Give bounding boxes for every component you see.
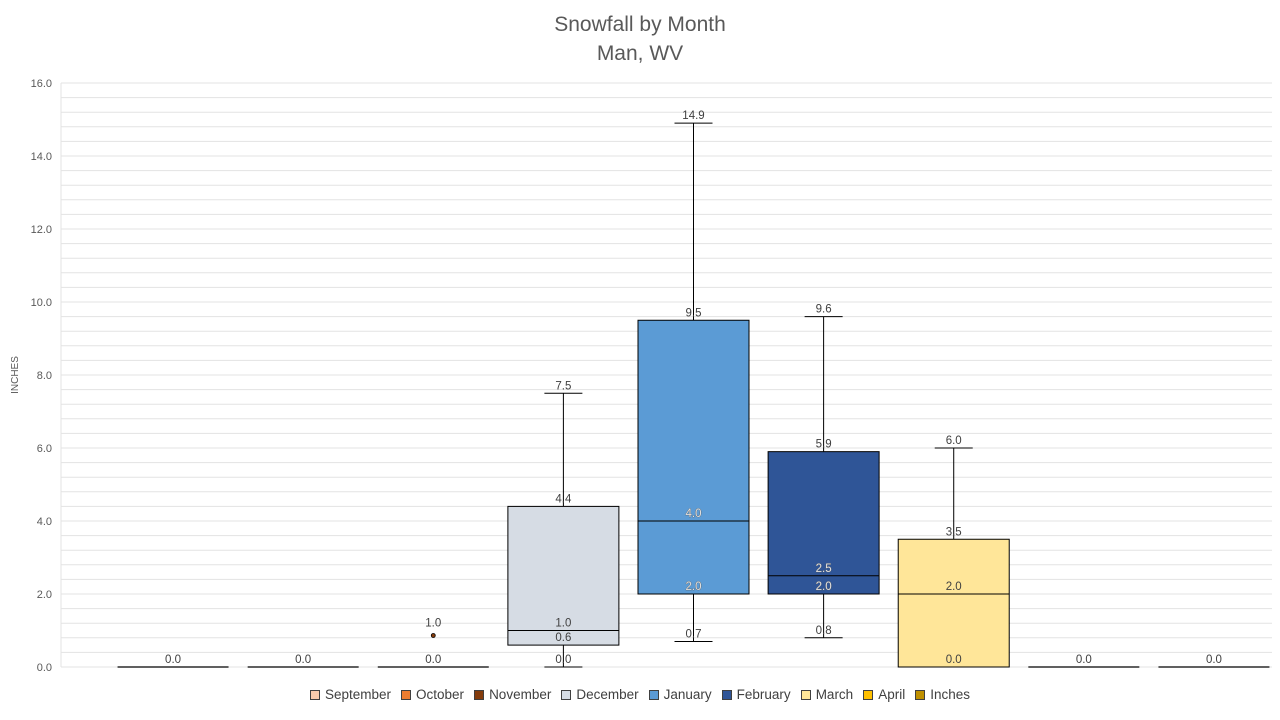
y-tick-label: 4.0 (37, 516, 52, 528)
data-label: 1.0 (425, 618, 441, 630)
legend-label: April (878, 687, 906, 702)
legend-swatch (648, 689, 659, 700)
box-body (897, 538, 1010, 668)
data-label: 4.0 (686, 508, 702, 520)
chart-title-line1: Snowfall by Month (554, 13, 726, 36)
box-march (897, 447, 1010, 668)
legend-item-april: April (863, 687, 905, 702)
boxes (117, 122, 1270, 668)
y-tick-label: 6.0 (37, 443, 52, 455)
chart-title: Snowfall by Month Man, WV (0, 10, 1280, 68)
legend-swatch (401, 689, 412, 700)
box-november (377, 633, 489, 668)
data-label: 0.6 (555, 632, 571, 644)
data-label: 0.0 (1206, 654, 1222, 666)
data-label: 0.0 (295, 654, 311, 666)
data-label: 2.0 (946, 581, 962, 593)
legend-item-march: March (800, 687, 854, 702)
data-label: 0.8 (816, 625, 832, 637)
data-label: 9.6 (816, 304, 832, 316)
y-tick-label: 16.0 (31, 78, 52, 90)
data-label: 0.0 (946, 654, 962, 666)
legend-label: January (663, 687, 712, 702)
data-label: 3.5 (946, 526, 962, 538)
data-label: 7.5 (555, 380, 571, 392)
box-body (507, 505, 620, 646)
y-tick-label: 8.0 (37, 370, 52, 382)
y-axis-ticks: 0.0 2.0 4.0 6.0 8.0 10.0 12.0 14.0 16.0 (31, 78, 52, 674)
data-label: 5.9 (816, 439, 832, 451)
y-tick-label: 12.0 (31, 224, 52, 236)
legend: September October November December January F… (0, 687, 1280, 702)
box-january (637, 122, 750, 642)
legend-swatch (863, 689, 874, 700)
legend-swatch (800, 689, 811, 700)
legend-swatch (915, 689, 926, 700)
legend-label: October (416, 687, 465, 702)
legend-swatch (721, 689, 732, 700)
legend-item-september: September (309, 687, 392, 702)
y-tick-label: 10.0 (31, 297, 52, 309)
legend-label: September (324, 687, 392, 702)
data-label: 0.0 (165, 654, 181, 666)
data-label: 2.5 (816, 563, 832, 575)
legend-label: Inches (930, 687, 970, 702)
y-axis-title: INCHES (10, 356, 21, 394)
legend-swatch (309, 689, 320, 700)
legend-item-november: November (474, 687, 551, 702)
legend-label: March (815, 687, 854, 702)
box-february (767, 316, 880, 639)
legend-item-december: December (561, 687, 639, 702)
y-tick-label: 14.0 (31, 151, 52, 163)
data-label: 0.0 (555, 654, 571, 666)
data-label: 0.7 (686, 628, 702, 640)
legend-label: November (489, 687, 552, 702)
box-body (767, 451, 880, 595)
y-tick-label: 2.0 (37, 589, 52, 601)
legend-item-january: January (648, 687, 712, 702)
data-labels: 0.0 0.0 0.0 1.0 0.0 0.6 1.0 4.4 7.5 0.7 2.0 4.0 9.5 1… (165, 110, 1222, 666)
legend-label: February (736, 687, 791, 702)
data-label: 0.0 (1076, 654, 1092, 666)
data-label: 2.0 (686, 581, 702, 593)
data-label: 1.0 (555, 618, 571, 630)
box-body (637, 319, 750, 595)
legend-item-october: October (401, 687, 464, 702)
legend-label: December (576, 687, 639, 702)
data-label: 6.0 (946, 435, 962, 447)
legend-item-inches: Inches (915, 687, 970, 702)
data-label: 4.4 (555, 493, 572, 505)
outlier-point (430, 633, 436, 638)
data-label: 2.0 (816, 581, 832, 593)
box-december (507, 392, 620, 668)
chart-title-line2: Man, WV (596, 42, 684, 65)
y-tick-label: 0.0 (37, 662, 52, 674)
data-label: 9.5 (686, 307, 702, 319)
data-label: 0.0 (425, 654, 441, 666)
legend-item-february: February (721, 687, 791, 702)
legend-swatch (561, 689, 572, 700)
data-label: 14.9 (682, 110, 704, 122)
legend-swatch (474, 689, 485, 700)
